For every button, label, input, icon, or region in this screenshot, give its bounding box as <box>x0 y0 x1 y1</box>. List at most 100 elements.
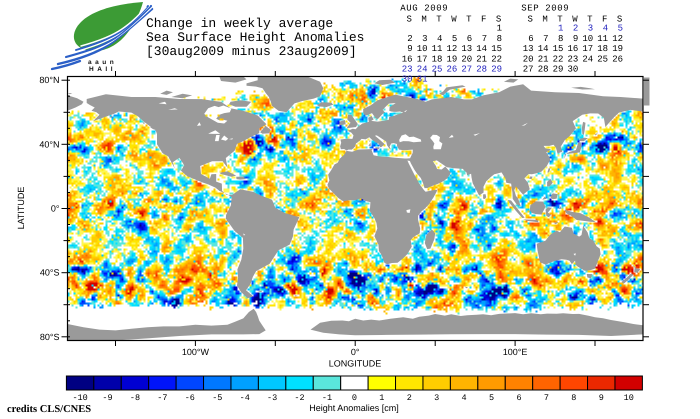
svg-text:17: 17 <box>582 44 593 54</box>
svg-text:-1: -1 <box>322 393 332 403</box>
svg-text:Change in weekly average: Change in weekly average <box>146 16 333 31</box>
svg-text:7: 7 <box>544 393 549 403</box>
svg-text:M: M <box>542 15 547 25</box>
svg-text:F: F <box>602 15 607 25</box>
svg-text:29: 29 <box>491 65 502 75</box>
svg-text:10: 10 <box>582 34 593 44</box>
svg-text:10: 10 <box>417 44 428 54</box>
svg-text:S: S <box>406 15 411 25</box>
svg-text:2: 2 <box>407 393 412 403</box>
svg-text:28: 28 <box>476 65 487 75</box>
svg-text:19: 19 <box>446 54 457 64</box>
svg-text:8: 8 <box>558 34 563 44</box>
svg-text:27: 27 <box>523 65 534 75</box>
svg-text:80°S: 80°S <box>40 332 60 342</box>
svg-text:S: S <box>496 15 501 25</box>
svg-text:LATITUDE: LATITUDE <box>16 187 26 230</box>
svg-text:100°E: 100°E <box>503 347 528 357</box>
svg-text:19: 19 <box>612 44 623 54</box>
svg-text:1: 1 <box>379 393 384 403</box>
svg-text:[30aug2009 minus 23aug2009]: [30aug2009 minus 23aug2009] <box>146 44 357 59</box>
svg-text:4: 4 <box>437 34 442 44</box>
svg-text:T: T <box>557 15 563 25</box>
svg-text:-2: -2 <box>294 393 304 403</box>
svg-text:2: 2 <box>407 34 412 44</box>
svg-text:40°N: 40°N <box>39 139 59 149</box>
svg-text:0°: 0° <box>351 347 360 357</box>
svg-text:4: 4 <box>603 24 608 34</box>
svg-text:80°N: 80°N <box>39 75 59 85</box>
svg-text:T: T <box>587 15 593 25</box>
svg-text:1: 1 <box>558 24 563 34</box>
svg-text:14: 14 <box>476 44 487 54</box>
svg-text:-6: -6 <box>185 393 195 403</box>
svg-text:17: 17 <box>417 54 428 64</box>
svg-text:W: W <box>451 15 457 25</box>
svg-text:aaun: aaun <box>88 59 117 66</box>
svg-text:12: 12 <box>446 44 457 54</box>
svg-text:-3: -3 <box>267 393 277 403</box>
svg-text:Sea Surface Height Anomalies: Sea Surface Height Anomalies <box>146 30 364 45</box>
svg-text:F: F <box>481 15 486 25</box>
svg-text:5: 5 <box>618 24 623 34</box>
svg-text:29: 29 <box>553 65 564 75</box>
svg-text:9: 9 <box>599 393 604 403</box>
svg-text:16: 16 <box>402 54 413 64</box>
svg-text:1: 1 <box>497 24 502 34</box>
svg-text:-5: -5 <box>212 393 222 403</box>
svg-text:3: 3 <box>588 24 593 34</box>
svg-text:14: 14 <box>538 44 549 54</box>
svg-text:10: 10 <box>624 393 634 403</box>
svg-text:26: 26 <box>446 65 457 75</box>
svg-text:22: 22 <box>491 54 502 64</box>
svg-text:15: 15 <box>491 44 502 54</box>
svg-text:W: W <box>572 15 578 25</box>
svg-text:5: 5 <box>489 393 494 403</box>
svg-text:M: M <box>421 15 426 25</box>
svg-text:-10: -10 <box>72 393 87 403</box>
svg-text:-9: -9 <box>102 393 112 403</box>
svg-text:S: S <box>527 15 532 25</box>
svg-text:11: 11 <box>597 34 608 44</box>
svg-text:28: 28 <box>538 65 549 75</box>
svg-text:8: 8 <box>497 34 502 44</box>
svg-text:9: 9 <box>573 34 578 44</box>
svg-text:T: T <box>436 15 442 25</box>
svg-text:15: 15 <box>553 44 564 54</box>
svg-text:7: 7 <box>543 34 548 44</box>
svg-text:20: 20 <box>461 54 472 64</box>
svg-text:Height Anomalies [cm]: Height Anomalies [cm] <box>309 403 399 413</box>
svg-text:27: 27 <box>461 65 472 75</box>
svg-text:13: 13 <box>461 44 472 54</box>
svg-text:AUG 2009: AUG 2009 <box>400 4 448 14</box>
svg-text:-8: -8 <box>130 393 140 403</box>
svg-text:26: 26 <box>612 54 623 64</box>
svg-text:S: S <box>617 15 622 25</box>
svg-text:-4: -4 <box>240 393 250 403</box>
svg-text:12: 12 <box>612 34 623 44</box>
svg-text:22: 22 <box>553 54 564 64</box>
svg-text:100°W: 100°W <box>182 347 210 357</box>
svg-text:2: 2 <box>573 24 578 34</box>
svg-text:18: 18 <box>432 54 443 64</box>
svg-text:0: 0 <box>352 393 357 403</box>
svg-text:18: 18 <box>597 44 608 54</box>
svg-text:6: 6 <box>516 393 521 403</box>
svg-text:8: 8 <box>571 393 576 403</box>
svg-text:25: 25 <box>597 54 608 64</box>
svg-text:6: 6 <box>528 34 533 44</box>
svg-text:3: 3 <box>422 34 427 44</box>
svg-text:-7: -7 <box>157 393 167 403</box>
svg-text:23: 23 <box>567 54 578 64</box>
svg-text:SEP 2009: SEP 2009 <box>521 4 569 14</box>
svg-text:30: 30 <box>567 65 578 75</box>
svg-text:0°: 0° <box>51 204 60 214</box>
svg-text:23: 23 <box>402 65 413 75</box>
svg-text:20: 20 <box>523 54 534 64</box>
svg-text:credits CLS/CNES: credits CLS/CNES <box>7 404 91 415</box>
svg-text:3: 3 <box>434 393 439 403</box>
svg-text:21: 21 <box>476 54 487 64</box>
svg-text:4: 4 <box>462 393 467 403</box>
svg-text:7: 7 <box>482 34 487 44</box>
svg-text:13: 13 <box>523 44 534 54</box>
